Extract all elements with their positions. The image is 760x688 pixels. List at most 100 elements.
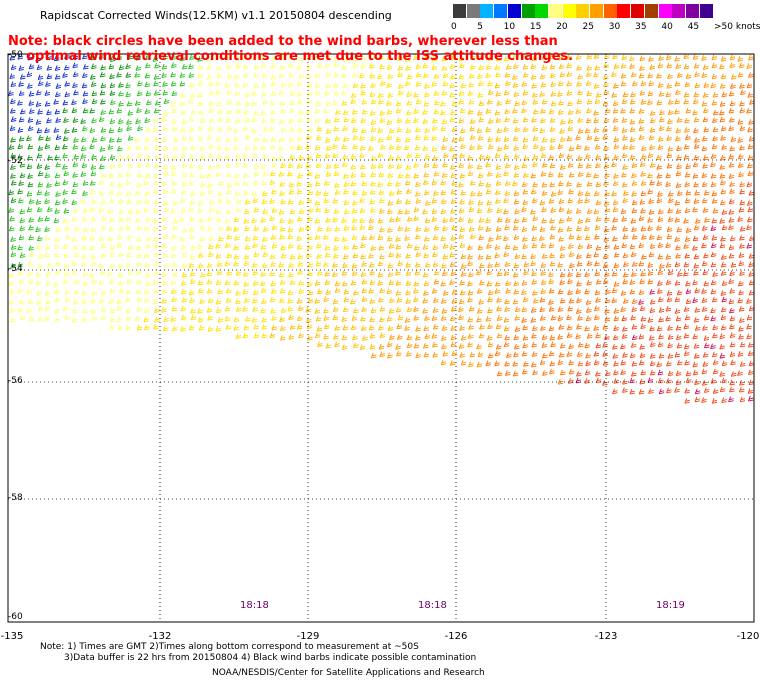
wind-barb — [109, 56, 116, 62]
wind-barb — [208, 107, 214, 113]
wind-barb — [38, 134, 44, 141]
wind-barb — [621, 127, 628, 133]
wind-barb — [593, 208, 600, 215]
wind-barb — [316, 270, 323, 276]
wind-barb — [550, 100, 557, 107]
wind-barb — [289, 144, 296, 151]
wind-barb — [10, 197, 17, 203]
wind-barb — [153, 90, 160, 96]
wind-barb — [711, 398, 718, 404]
wind-barb — [458, 117, 464, 124]
wind-barb — [675, 89, 681, 95]
wind-barb — [288, 334, 295, 340]
wind-barb — [503, 270, 510, 276]
wind-barb — [279, 325, 286, 331]
wind-barb — [613, 82, 619, 89]
wind-barb — [566, 80, 572, 87]
wind-barb — [270, 170, 276, 177]
scale-label: 15 — [529, 22, 542, 32]
wind-barb — [342, 161, 348, 168]
wind-barb — [577, 190, 584, 197]
wind-barb — [270, 63, 277, 69]
wind-barb — [206, 307, 213, 313]
wind-barb — [216, 269, 223, 276]
wind-barb — [215, 243, 221, 249]
wind-barb — [496, 332, 503, 339]
wind-barb — [613, 136, 620, 143]
wind-barb — [415, 181, 421, 187]
wind-barb — [396, 323, 402, 330]
wind-barb — [530, 172, 537, 179]
wind-barb — [415, 226, 421, 232]
wind-barb — [72, 161, 79, 168]
wind-barb — [712, 332, 718, 339]
wind-barb — [638, 359, 645, 366]
wind-barb — [593, 190, 600, 197]
wind-barb — [667, 73, 673, 80]
wind-barb — [667, 207, 673, 214]
wind-barb — [270, 109, 276, 115]
wind-barb — [226, 171, 232, 178]
wind-barb — [71, 269, 78, 275]
wind-barb — [118, 287, 125, 294]
wind-barb — [603, 163, 610, 169]
wind-barb — [325, 289, 331, 296]
wind-barb — [342, 153, 348, 160]
wind-barb — [143, 297, 150, 303]
wind-barb — [684, 117, 690, 124]
wind-barb — [676, 226, 682, 233]
wind-barb — [343, 199, 350, 206]
wind-barb — [495, 323, 502, 330]
wind-barb — [477, 73, 483, 79]
wind-barb — [153, 243, 159, 249]
wind-barb — [496, 217, 503, 223]
wind-barb — [208, 243, 214, 250]
wind-barb — [170, 288, 177, 295]
wind-barb — [559, 252, 566, 259]
wind-barb — [271, 207, 278, 213]
wind-barb — [199, 145, 205, 152]
wind-barb — [377, 127, 383, 134]
note-line-1: Note: black circles have been added to t… — [8, 34, 558, 49]
wind-barb — [595, 342, 602, 349]
wind-barb — [200, 117, 206, 123]
wind-barb — [217, 116, 224, 122]
wind-barb — [522, 136, 529, 143]
wind-barb — [657, 136, 664, 142]
wind-barb — [667, 334, 674, 340]
wind-barb — [55, 161, 61, 168]
wind-barb — [18, 180, 24, 186]
wind-barb — [584, 288, 590, 295]
wind-barb — [352, 127, 358, 133]
wind-barb — [190, 144, 196, 150]
wind-barb — [513, 145, 519, 151]
wind-barb — [323, 190, 329, 197]
wind-barb — [397, 173, 404, 179]
wind-barb — [665, 279, 672, 286]
wind-barb — [55, 269, 61, 276]
wind-barb — [495, 226, 502, 232]
wind-barb — [649, 288, 655, 295]
wind-barb — [531, 225, 538, 231]
wind-barb — [739, 125, 746, 132]
wind-barb — [288, 262, 294, 268]
wind-barb — [559, 342, 566, 349]
wind-barb — [235, 62, 242, 69]
wind-barb — [388, 308, 395, 314]
wind-barb — [413, 162, 419, 168]
wind-barb — [153, 288, 159, 295]
wind-barb — [252, 297, 258, 304]
wind-barb — [422, 62, 428, 69]
wind-barb — [728, 209, 734, 215]
wind-barb — [458, 306, 464, 313]
wind-barb — [118, 251, 124, 257]
wind-barb — [44, 226, 50, 232]
wind-barb — [531, 117, 537, 123]
wind-barb — [613, 262, 620, 269]
wind-barb — [622, 164, 628, 170]
wind-barb — [20, 108, 26, 115]
wind-barb — [89, 189, 96, 195]
wind-barb — [226, 125, 233, 132]
wind-barb — [387, 352, 393, 359]
wind-barb — [503, 235, 509, 242]
